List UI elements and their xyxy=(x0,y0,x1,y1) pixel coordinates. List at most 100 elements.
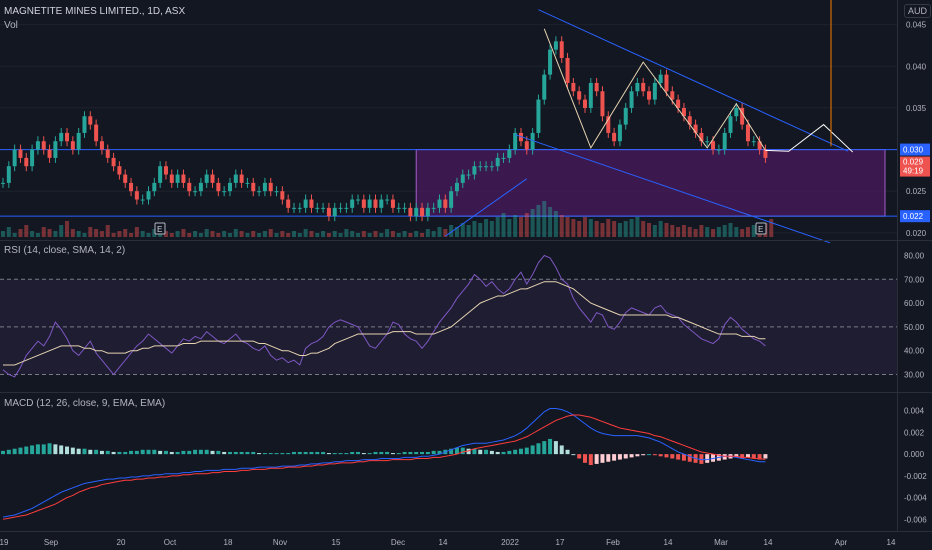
volume-label[interactable]: Vol xyxy=(4,20,18,31)
candle-body xyxy=(239,174,244,183)
macd-histogram-bar xyxy=(111,451,116,455)
candle-body xyxy=(361,199,366,208)
volume-bar xyxy=(94,229,99,237)
candle-body xyxy=(542,74,547,100)
candle-body xyxy=(379,199,384,208)
volume-bar xyxy=(617,223,622,237)
macd-tick-label: 0.002 xyxy=(904,428,925,437)
candle-body xyxy=(227,182,232,192)
macd-histogram-bar xyxy=(123,451,128,455)
candle-body xyxy=(623,107,628,125)
price-tick-label: 0.045 xyxy=(906,21,927,30)
currency-badge[interactable]: AUD xyxy=(904,4,932,18)
volume-bar xyxy=(245,233,250,237)
volume-bar xyxy=(321,231,326,237)
candle-body xyxy=(373,199,378,208)
macd-histogram-bar xyxy=(722,454,727,460)
macd-histogram-bar xyxy=(612,454,617,461)
volume-bar xyxy=(454,227,459,237)
time-tick-label: 20 xyxy=(117,538,126,547)
volume-bar xyxy=(437,227,442,237)
macd-tick-label: -0.002 xyxy=(904,472,927,481)
candle-body xyxy=(390,199,395,208)
macd-histogram-bar xyxy=(181,450,186,455)
volume-bar xyxy=(332,231,337,237)
macd-histogram-bar xyxy=(146,449,151,455)
candle-body xyxy=(629,91,634,108)
volume-bar xyxy=(24,225,29,237)
macd-label[interactable]: MACD (12, 26, close, 9, EMA, EMA) xyxy=(4,398,166,409)
rsi-label[interactable]: RSI (14, close, SMA, 14, 2) xyxy=(4,245,126,256)
candle-body xyxy=(414,207,419,217)
symbol-title[interactable]: MAGNETITE MINES LIMITED., 1D, ASX xyxy=(4,6,186,17)
volume-bar xyxy=(257,233,262,237)
candle-body xyxy=(635,82,640,92)
volume-bar xyxy=(251,231,256,237)
volume-bar xyxy=(431,231,436,237)
time-tick-label: 15 xyxy=(332,538,341,547)
candle-body xyxy=(257,191,262,193)
volume-bar xyxy=(705,227,710,237)
candle-body xyxy=(268,182,273,192)
macd-histogram-bar xyxy=(594,454,599,464)
lower-channel-line xyxy=(514,134,831,244)
candle-body xyxy=(501,157,506,159)
candle-body xyxy=(251,182,256,192)
macd-histogram-bar xyxy=(309,451,314,455)
macd-histogram-bar xyxy=(82,448,87,455)
macd-histogram-bar xyxy=(373,451,378,455)
volume-bar xyxy=(676,227,681,237)
candle-body xyxy=(548,49,553,75)
volume-bar xyxy=(583,217,587,237)
macd-histogram-bar xyxy=(751,454,756,459)
macd-histogram-bar xyxy=(542,441,547,455)
candle-body xyxy=(152,182,157,192)
macd-histogram-bar xyxy=(635,454,640,457)
macd-histogram-bar xyxy=(117,451,122,455)
macd-pane[interactable] xyxy=(1,408,768,520)
macd-histogram-bar xyxy=(530,445,535,455)
candle-body xyxy=(641,82,646,92)
volume-bar xyxy=(507,219,512,237)
volume-bar xyxy=(449,225,454,237)
candle-body xyxy=(356,199,361,201)
candle-body xyxy=(18,149,23,158)
volume-bar xyxy=(315,233,320,237)
candle-body xyxy=(396,207,401,209)
volume-bar xyxy=(181,229,186,237)
macd-histogram-bar xyxy=(699,454,704,464)
candle-body xyxy=(681,107,686,117)
time-tick-label: 2022 xyxy=(501,538,519,547)
candle-body xyxy=(460,174,465,183)
volume-bar xyxy=(338,233,343,237)
rsi-pane[interactable] xyxy=(0,254,897,378)
candle-body xyxy=(612,132,617,142)
volume-bar xyxy=(641,221,646,237)
time-tick-label: Sep xyxy=(44,538,59,547)
macd-histogram-bar xyxy=(257,453,262,455)
candle-body xyxy=(315,207,320,209)
candle-body xyxy=(588,82,593,108)
volume-bar xyxy=(489,221,494,237)
macd-histogram-bar xyxy=(367,453,372,455)
volume-bar xyxy=(82,233,87,237)
time-tick-label: 18 xyxy=(224,538,233,547)
volume-bar xyxy=(571,219,576,237)
candle-body xyxy=(292,207,296,209)
macd-tick-label: -0.006 xyxy=(904,515,927,524)
volume-bar xyxy=(740,229,745,237)
macd-histogram-bar xyxy=(641,454,646,456)
candle-body xyxy=(577,91,582,100)
volume-bar xyxy=(635,217,640,237)
earnings-marker-label: E xyxy=(157,225,162,234)
candle-body xyxy=(705,141,710,143)
macd-histogram-bar xyxy=(187,450,192,455)
macd-histogram-bar xyxy=(478,449,483,455)
volume-bar xyxy=(594,221,599,237)
candle-body xyxy=(105,149,110,158)
volume-bar xyxy=(711,229,716,237)
volume-bar xyxy=(687,227,692,237)
macd-histogram-bar xyxy=(513,449,518,455)
macd-histogram-bar xyxy=(507,450,512,455)
